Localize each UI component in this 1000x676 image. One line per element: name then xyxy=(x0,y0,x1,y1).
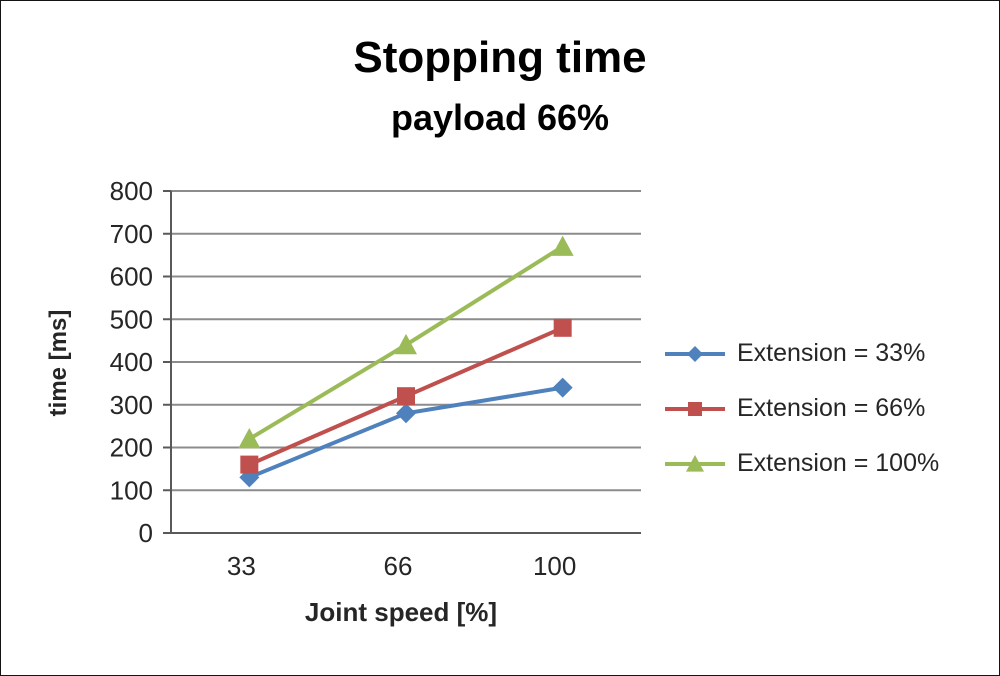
data-point-marker xyxy=(553,318,572,337)
legend-item: Extension = 100% xyxy=(663,449,939,478)
data-point-marker xyxy=(687,345,703,362)
data-point-marker xyxy=(395,333,417,355)
data-point-marker xyxy=(688,401,702,416)
y-tick-label: 700 xyxy=(110,219,153,249)
data-point-marker xyxy=(397,387,415,406)
y-tick-label: 200 xyxy=(110,433,153,463)
y-tick-label: 500 xyxy=(110,304,153,334)
y-axis-title: time [ms] xyxy=(45,309,72,417)
data-point-marker xyxy=(551,235,574,256)
legend-item: Extension = 33% xyxy=(663,339,939,368)
y-tick-label: 300 xyxy=(110,390,153,420)
y-tick-label: 800 xyxy=(110,176,153,206)
legend: Extension = 33% Extension = 66% Extension … xyxy=(663,339,939,478)
y-tick-label: 600 xyxy=(110,262,153,292)
data-point-marker xyxy=(240,455,259,474)
legend-swatch xyxy=(665,454,725,472)
data-point-marker xyxy=(238,427,261,449)
legend-swatch xyxy=(665,345,725,362)
x-axis-title: Joint speed [%] xyxy=(304,597,498,627)
x-tick-label: 33 xyxy=(227,551,256,581)
legend-label: Extension = 100% xyxy=(737,449,940,477)
legend-label: Extension = 66% xyxy=(737,394,926,422)
data-point-marker xyxy=(396,403,416,424)
x-tick-label: 100 xyxy=(533,551,576,581)
chart-subtitle: payload 66% xyxy=(390,97,610,138)
chart-title: Stopping time xyxy=(353,33,647,82)
x-tick-label: 66 xyxy=(384,551,413,581)
legend-item: Extension = 66% xyxy=(663,394,939,423)
y-tick-label: 400 xyxy=(110,347,153,377)
data-point-marker xyxy=(686,454,704,472)
y-tick-label: 100 xyxy=(110,475,153,505)
legend-label: Extension = 33% xyxy=(737,339,926,367)
data-point-marker xyxy=(552,377,573,398)
legend-swatch xyxy=(665,401,725,416)
y-tick-label: 0 xyxy=(139,518,153,548)
